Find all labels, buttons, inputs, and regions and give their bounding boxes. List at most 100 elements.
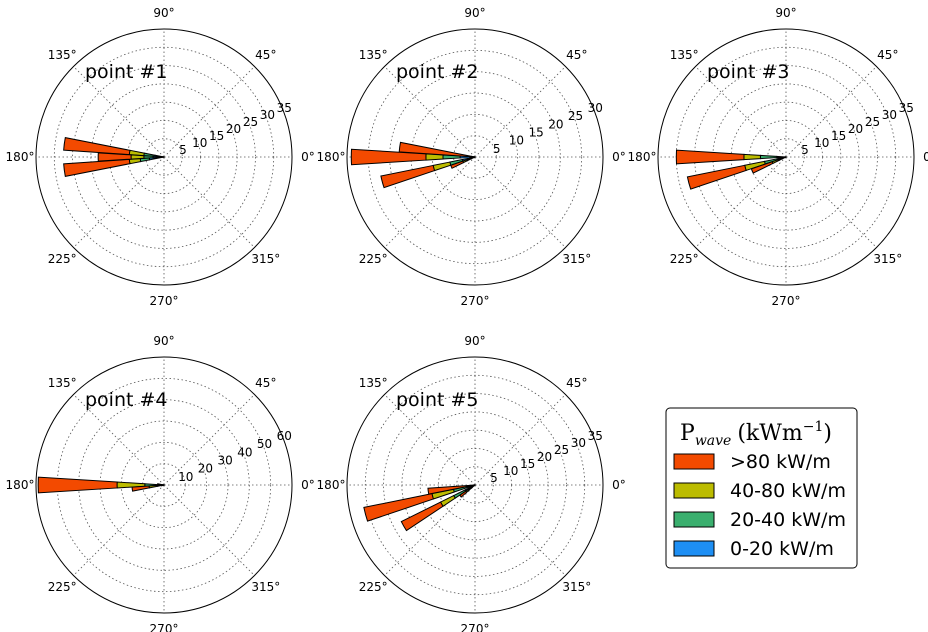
wedge-0-20-kw-m (152, 155, 165, 159)
angle-label: 45° (877, 48, 898, 62)
angle-label: 180° (317, 150, 346, 164)
chart-title: point #1 (85, 61, 168, 83)
radial-tick-label: 25 (243, 115, 258, 129)
radial-tick-label: 30 (882, 108, 897, 122)
angle-label: 90° (153, 6, 174, 20)
radial-tick-label: 25 (568, 109, 583, 123)
radial-tick-label: 15 (209, 129, 224, 143)
angular-gridline (73, 484, 165, 576)
polar-chart-1: 5 10 15 20 25 30 35 0° 45° 90° 135° 180° 225° 270° 315… (6, 6, 315, 308)
angular-gridline (474, 394, 566, 486)
radial-gridline (694, 65, 878, 249)
legend: Pwave (kWm−1) >80 kW/m 40-80 kW/m 20-40 kW/… (665, 407, 858, 569)
wedge--80-kw-m (157, 483, 163, 486)
angular-gridline (163, 156, 255, 248)
legend-label: 20-40 kW/m (730, 509, 846, 531)
radial-tick-label: 15 (831, 129, 846, 143)
angle-label: 0° (612, 150, 626, 164)
radial-tick-label: 20 (537, 450, 552, 464)
angle-label: 0° (612, 478, 626, 492)
legend-label: >80 kW/m (730, 451, 831, 473)
angle-label: 315° (251, 580, 280, 594)
wedge--80-kw-m (350, 148, 427, 166)
chart-title: point #3 (707, 61, 790, 83)
legend-label: 40-80 kW/m (730, 480, 846, 502)
angle-label: 90° (153, 334, 174, 348)
legend-swatch (673, 453, 715, 470)
radial-tick-label: 10 (192, 136, 207, 150)
wedge--80-kw-m (686, 164, 747, 190)
wedge--80-kw-m (160, 484, 164, 487)
polar-frame (35, 28, 293, 286)
angular-gridline (474, 484, 566, 576)
angle-label: 90° (464, 334, 485, 348)
radial-tick-label: 25 (865, 115, 880, 129)
angle-label: 270° (461, 294, 490, 308)
wedge--80-kw-m (398, 141, 473, 158)
radial-tick-label: 10 (178, 470, 193, 484)
radial-tick-label: 5 (490, 471, 498, 485)
radial-tick-label: 15 (520, 457, 535, 471)
polar-frame (346, 28, 604, 286)
radial-tick-label: 30 (571, 436, 586, 450)
legend-swatch (673, 482, 715, 499)
angle-label: 180° (628, 150, 657, 164)
wedge-40-80-kw-m (743, 153, 761, 161)
angle-label: 90° (464, 6, 485, 20)
wedge-40-80-kw-m (439, 494, 456, 507)
radial-tick-label: 10 (503, 464, 518, 478)
radial-gridline (383, 393, 567, 577)
angle-label: 135° (48, 48, 77, 62)
wedge--80-kw-m (450, 160, 465, 169)
angular-gridline (785, 156, 877, 248)
angle-label: 0° (301, 150, 315, 164)
radial-tick-label: 5 (801, 143, 809, 157)
radial-gridline (431, 113, 519, 201)
angular-gridline (785, 66, 877, 158)
wedge--80-kw-m (400, 501, 444, 532)
angle-label: 135° (359, 48, 388, 62)
angular-gridline (73, 156, 165, 248)
legend-swatch (673, 511, 715, 528)
angle-label: 45° (566, 48, 587, 62)
radial-tick-label: 60 (277, 429, 292, 443)
wedge--80-kw-m (131, 485, 150, 492)
wedge--80-kw-m (750, 161, 774, 174)
angle-label: 315° (562, 580, 591, 594)
legend-title: Pwave (kWm−1) (680, 419, 832, 449)
radial-gridline (72, 65, 256, 249)
angle-label: 225° (359, 580, 388, 594)
angle-label: 45° (255, 376, 276, 390)
angle-label: 225° (359, 252, 388, 266)
polar-frame (657, 28, 915, 286)
wedge--80-kw-m (63, 137, 131, 156)
angle-label: 225° (48, 252, 77, 266)
radial-gridline (53, 46, 275, 268)
angular-gridline (695, 66, 787, 158)
angle-label: 135° (670, 48, 699, 62)
radial-tick-label: 20 (848, 122, 863, 136)
chart-title: point #4 (85, 389, 168, 411)
legend-label: 0-20 kW/m (730, 538, 834, 560)
angular-gridline (474, 156, 566, 248)
polar-frame (346, 356, 604, 614)
angular-gridline (73, 66, 165, 158)
angle-label: 45° (255, 48, 276, 62)
angle-label: 225° (48, 580, 77, 594)
wedge--80-kw-m (675, 149, 745, 165)
legend-swatch (673, 540, 715, 557)
angle-label: 90° (775, 6, 796, 20)
angle-label: 315° (562, 252, 591, 266)
angle-label: 135° (48, 376, 77, 390)
polar-frame (35, 356, 293, 614)
angle-label: 225° (670, 252, 699, 266)
angular-gridline (163, 484, 255, 576)
wedge--80-kw-m (459, 490, 468, 498)
angle-label: 270° (461, 622, 490, 632)
angle-label: 45° (566, 376, 587, 390)
angle-label: 270° (150, 294, 179, 308)
angular-gridline (163, 394, 255, 486)
angle-label: 270° (772, 294, 801, 308)
wedge--80-kw-m (63, 158, 131, 177)
